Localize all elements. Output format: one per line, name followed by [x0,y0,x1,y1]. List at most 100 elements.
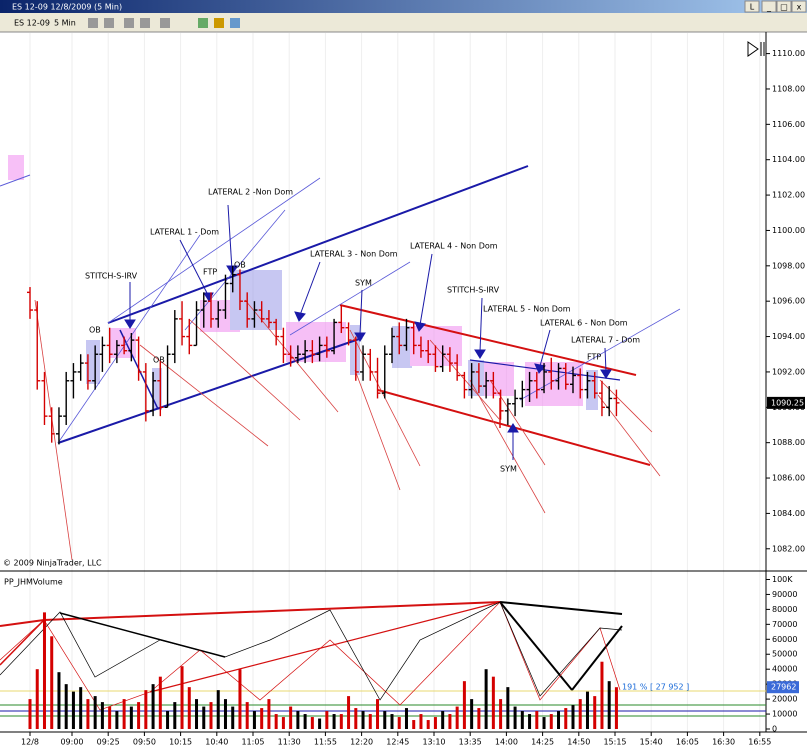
x-tick-label: 15:15 [603,738,626,747]
scroll-icon[interactable] [747,41,765,57]
volume-bar [390,714,394,730]
y-tick-label: 1092.00 [772,367,805,376]
volume-bar [332,714,336,730]
channels [0,165,651,466]
volume-bar [260,708,264,730]
arrow [604,347,607,373]
x-tick-label: 12/8 [21,738,39,747]
arrow [419,253,433,326]
volume-bar [42,612,46,730]
volume-bar [607,681,611,730]
volume-bar [252,711,256,730]
arrow-head [600,369,612,379]
y-tick-label: 100K [772,575,793,584]
y-tick-label: 1096.00 [772,297,805,306]
annotation: STITCH-S-IRV [447,286,500,295]
annotation: FTP [203,268,217,277]
volume-bar [347,696,351,730]
button[interactable] [776,0,792,13]
y-tick-label: 1088.00 [772,438,805,447]
volume-bar [354,708,358,730]
y-tick-label: 1094.00 [772,332,805,341]
volume-bar [28,699,32,730]
volume-bar [238,669,242,730]
volume-bar [448,714,452,730]
volume-bar [137,702,141,730]
icon[interactable] [124,18,134,28]
last-price-box [767,396,805,409]
annotation: LATERAL 5 - Non Dom [483,305,571,314]
y-tick-label: 1102.00 [772,191,805,200]
arrow-head [294,311,306,322]
trend-line [499,601,573,691]
window-title: ES 12-09 12/8/2009 (5 Min) [12,3,122,12]
volume-bar [433,717,437,730]
volume-bar [57,672,61,730]
arrow-head [534,363,546,374]
icon[interactable] [140,18,150,28]
y-tick-label: 1108.00 [772,84,805,93]
button-label: _ [766,3,772,12]
y-tick-label: 40000 [772,665,797,674]
channel-line [57,337,363,444]
interval[interactable]: 5 Min [54,19,76,28]
toolbar [0,13,807,32]
volume-bar [108,706,112,730]
volume-bar [528,714,532,730]
volume-bar [115,711,119,730]
trend-line [489,379,546,466]
volume-bar [571,705,575,730]
x-tick-label: 14:00 [495,738,518,747]
instrument[interactable]: ES 12-09 [14,19,50,28]
trend-line [354,369,401,491]
button[interactable] [761,0,777,13]
zone [484,362,514,396]
x-tick-label: 09:00 [60,738,83,747]
volume-bar [296,711,300,730]
annotation: LATERAL 1 - Dom [150,228,219,237]
volume-annotation: 191 % [ 27 952 ] [622,683,689,692]
trend-line [149,601,501,693]
volume-bar [557,711,561,730]
trend-line [597,394,661,477]
x-tick-label: 16:05 [676,738,699,747]
thin-lines [34,177,681,561]
button-label: x [797,3,802,12]
y-tick-label: 20000 [772,695,797,704]
volume-bar [318,718,322,730]
volume-bar [35,669,39,730]
trend-line [499,601,623,615]
arrow-head [124,319,136,329]
channel-line [339,304,637,376]
y-tick-label: 1110.00 [772,49,805,58]
volume-bar [506,687,510,730]
volume-bar [368,714,372,730]
last-volume: 27962 [771,683,796,692]
button[interactable] [744,0,760,13]
icon[interactable] [88,18,98,28]
icon[interactable] [160,18,170,28]
icon[interactable] [230,18,240,28]
x-tick-label: 14:25 [531,738,554,747]
arrow [179,239,209,296]
volume-bar [166,711,170,730]
y-tick-label: 1084.00 [772,509,805,518]
volume-bar [542,717,546,730]
x-tick-label: 12:45 [386,738,409,747]
volume-bar [593,696,597,730]
trend-line [34,299,73,561]
volume-bar [585,691,589,730]
x-tick-label: 14:50 [567,738,590,747]
volume-bar [231,706,235,730]
arrow [479,297,483,353]
button[interactable] [791,0,807,13]
volume-bar [535,711,539,730]
icon[interactable] [198,18,208,28]
zone [8,155,24,180]
icon[interactable] [214,18,224,28]
icon[interactable] [104,18,114,28]
volume-bar [614,687,618,730]
y-tick-label: 1104.00 [772,155,805,164]
trend-line [244,299,339,413]
